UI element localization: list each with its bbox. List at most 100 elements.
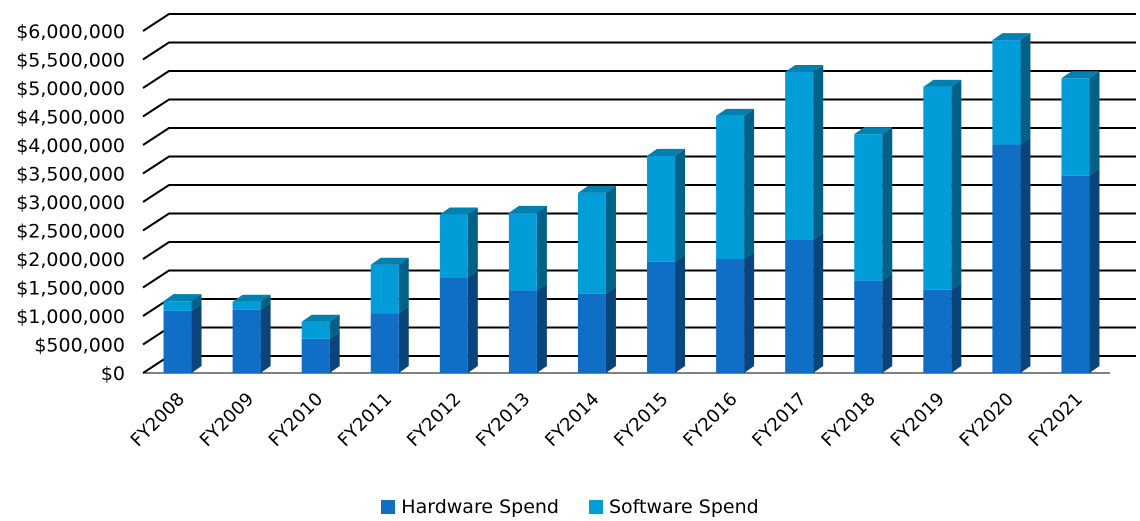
bar-segment-hardware	[923, 282, 962, 373]
legend-item-hardware: Hardware Spend	[381, 496, 559, 518]
bar-side	[260, 294, 271, 310]
gridline	[142, 355, 1136, 374]
bar-front	[785, 239, 814, 373]
bar-segment-hardware	[716, 252, 755, 373]
bar-side	[329, 314, 340, 339]
bar-front	[992, 40, 1021, 145]
bar-top	[716, 108, 755, 116]
legend-swatch-software	[588, 500, 603, 514]
y-tick-label: $1,000,000	[16, 306, 125, 328]
bar-segment-software	[992, 33, 1031, 145]
label-layer: $0 $500,000 $1,000,000 $1,500,000 $2,000,000…	[16, 21, 1087, 451]
bar-segment-software	[439, 207, 478, 278]
gridline	[142, 127, 1136, 146]
bar-front	[992, 144, 1021, 373]
bar-side	[951, 79, 962, 290]
bar-front	[577, 293, 606, 373]
bar-side	[260, 302, 271, 373]
x-tick-label: FY2021	[1025, 389, 1087, 451]
bar-top	[647, 148, 686, 156]
bar-front	[716, 259, 745, 373]
gridline	[142, 212, 1136, 232]
gridline	[142, 70, 1136, 89]
bar-front	[1061, 175, 1090, 373]
bar-front	[508, 290, 537, 373]
bar-segment-software	[923, 79, 962, 290]
x-tick-label: FY2008	[127, 389, 189, 451]
bar-side	[605, 185, 616, 294]
x-tick-label: FY2009	[196, 389, 258, 451]
bar-front	[923, 289, 952, 373]
bar-segment-hardware	[854, 273, 893, 373]
bar-segment-software	[301, 314, 340, 339]
bar-side	[813, 65, 824, 240]
bar-front	[577, 192, 606, 294]
bar-segment-hardware	[163, 303, 202, 373]
bar-front	[508, 212, 537, 291]
bar-top	[508, 205, 547, 213]
bar-front	[716, 115, 745, 260]
bar-segment-hardware	[301, 331, 340, 373]
bar-side	[882, 273, 893, 373]
bar-side	[605, 286, 616, 373]
bar-top	[163, 294, 202, 302]
bar-front	[1061, 78, 1090, 176]
legend-swatch-hardware	[381, 500, 396, 514]
bar-front	[854, 134, 883, 281]
bar-front	[370, 264, 399, 314]
x-tick-label: FY2010	[265, 389, 327, 451]
bar-side	[1020, 137, 1031, 373]
bar-side	[1020, 33, 1031, 145]
bar-top	[1061, 71, 1100, 79]
legend-label-hardware: Hardware Spend	[401, 496, 559, 518]
bar-front	[370, 313, 399, 373]
bar-front	[301, 338, 330, 373]
gridline	[142, 41, 1136, 61]
legend-label-software: Software Spend	[608, 496, 759, 518]
x-tick-label: FY2018	[817, 389, 879, 451]
x-tick-label: FY2016	[679, 389, 741, 451]
x-tick-label: FY2012	[403, 389, 465, 451]
y-tick-label: $2,500,000	[16, 221, 125, 243]
legend: Hardware Spend Software Spend	[0, 494, 1140, 520]
bar-front	[439, 277, 468, 373]
bar-side	[536, 283, 547, 373]
bar-side	[467, 270, 478, 373]
bar-side	[536, 205, 547, 291]
bar-segment-software	[370, 257, 409, 314]
bar-top	[439, 207, 478, 215]
x-tick-label: FY2019	[887, 389, 949, 451]
bar-top	[370, 257, 409, 265]
bar-segment-software	[854, 127, 893, 281]
bar-segment-software	[163, 294, 202, 311]
bar-segment-software	[508, 205, 547, 291]
bar-segment-hardware	[439, 270, 478, 373]
x-tick-label: FY2011	[334, 389, 396, 451]
bar-front	[439, 214, 468, 278]
gridline	[142, 155, 1136, 175]
bar-segment-hardware	[370, 306, 409, 373]
bar-side	[329, 331, 340, 373]
bar-front	[923, 86, 952, 290]
bar-top	[923, 79, 962, 87]
bar-side	[675, 148, 686, 262]
bar-front	[232, 309, 261, 373]
bar-side	[398, 306, 409, 373]
bar-top	[577, 185, 616, 193]
bar-segment-software	[232, 294, 271, 310]
x-tick-label: FY2013	[472, 389, 534, 451]
bar-top	[992, 33, 1031, 41]
bar-segment-software	[1061, 71, 1100, 176]
bar-layer	[163, 33, 1100, 373]
legend-item-software: Software Spend	[588, 496, 759, 518]
bar-segment-software	[577, 185, 616, 294]
y-tick-label: $4,500,000	[16, 107, 125, 129]
bar-front	[854, 280, 883, 373]
bar-segment-hardware	[647, 254, 686, 373]
y-tick-label: $3,000,000	[16, 192, 125, 214]
gridline	[142, 13, 1136, 32]
bar-segment-hardware	[508, 283, 547, 373]
bar-side	[675, 254, 686, 373]
gridline	[142, 326, 1136, 346]
bar-segment-hardware	[232, 302, 271, 373]
